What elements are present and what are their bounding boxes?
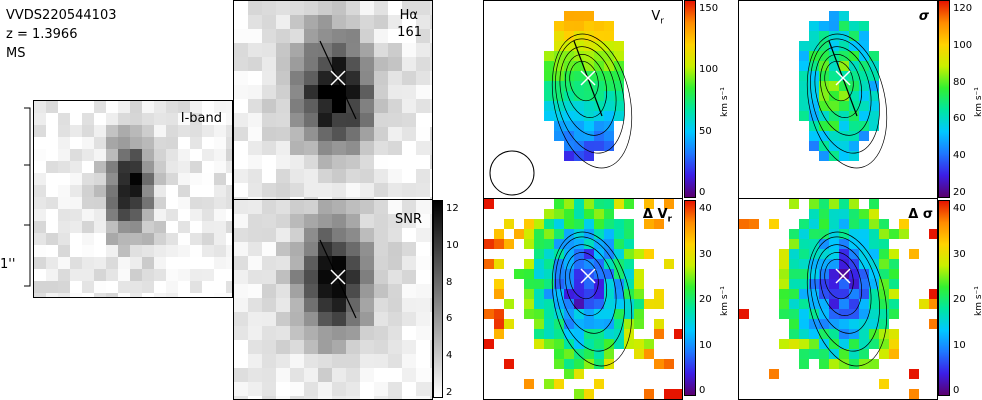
sigma-label: σ bbox=[918, 9, 929, 24]
halpha-image bbox=[234, 1, 432, 199]
snr-major-axis bbox=[319, 239, 357, 319]
dvr-colorbar-tick: 40 bbox=[699, 203, 712, 214]
redshift-label: z = 1.3966 bbox=[6, 27, 78, 42]
vr-label-main: V bbox=[651, 9, 661, 24]
dsigma-panel: Δ σ bbox=[738, 198, 938, 400]
vr-colorbar-tick: 50 bbox=[699, 125, 712, 137]
halpha-label: Hα bbox=[399, 8, 418, 23]
iband-image bbox=[34, 101, 232, 297]
snr-label: SNR bbox=[394, 212, 422, 227]
halpha-center-cross bbox=[330, 70, 346, 86]
dsigma-colorbar-unit: km s⁻¹ bbox=[974, 286, 982, 316]
dvr-colorbar bbox=[684, 200, 696, 396]
iband-label: I-band bbox=[180, 111, 222, 126]
dsigma-center-cross bbox=[835, 268, 851, 284]
sigma-panel: σ bbox=[738, 0, 938, 200]
vr-panel: Vr bbox=[483, 0, 683, 200]
dvr-colorbar-tick: 30 bbox=[699, 248, 712, 260]
vr-colorbar-unit: km s⁻¹ bbox=[720, 87, 730, 117]
snr-colorbar-tick: 8 bbox=[446, 276, 453, 288]
snr-colorbar bbox=[433, 200, 443, 398]
dvr-label-sub: r bbox=[667, 214, 672, 225]
sigma-colorbar-tick: 100 bbox=[953, 39, 973, 51]
snr-center-cross bbox=[330, 269, 346, 285]
dvr-center-cross bbox=[580, 268, 596, 284]
dsigma-colorbar-tick: 20 bbox=[953, 294, 966, 305]
vr-colorbar-tick: 100 bbox=[699, 64, 719, 76]
sigma-colorbar-tick: 20 bbox=[953, 187, 966, 198]
object-id: VVDS220544103 bbox=[6, 8, 117, 23]
snr-panel: SNR bbox=[233, 199, 433, 400]
snr-image bbox=[234, 200, 432, 399]
dvr-colorbar-tick: 20 bbox=[699, 294, 712, 305]
dvr-map bbox=[484, 199, 682, 399]
iband-panel: I-band bbox=[33, 100, 233, 298]
sigma-contours bbox=[806, 33, 888, 169]
vr-label-sub: r bbox=[660, 16, 664, 27]
dsigma-map bbox=[739, 199, 937, 399]
snr-colorbar-tick: 4 bbox=[446, 350, 453, 362]
dsigma-contours bbox=[806, 231, 888, 367]
dvr-colorbar-tick: 0 bbox=[699, 385, 706, 396]
vr-label: Vr bbox=[651, 9, 664, 30]
dsigma-colorbar-tick: 40 bbox=[953, 203, 966, 214]
sigma-colorbar-tick: 40 bbox=[953, 150, 966, 162]
dsigma-colorbar-tick: 0 bbox=[953, 385, 960, 396]
halpha-panel: Hα 161 bbox=[233, 0, 433, 200]
dvr-contours bbox=[551, 231, 633, 367]
vr-colorbar-tick: 150 bbox=[699, 3, 719, 14]
dvr-label-main: Δ V bbox=[642, 207, 668, 222]
psf-beam-circle bbox=[489, 150, 535, 196]
scale-bar-label: 1'' bbox=[0, 257, 16, 272]
scale-bracket bbox=[24, 107, 31, 287]
vr-center-cross bbox=[580, 70, 596, 86]
snr-colorbar-tick: 6 bbox=[446, 313, 453, 325]
dsigma-colorbar-tick: 30 bbox=[953, 248, 966, 260]
halpha-major-axis bbox=[319, 40, 357, 120]
sigma-colorbar-tick: 60 bbox=[953, 113, 966, 125]
dvr-colorbar-unit: km s⁻¹ bbox=[720, 286, 730, 316]
sigma-colorbar-unit: km s⁻¹ bbox=[974, 87, 982, 117]
snr-colorbar-tick: 10 bbox=[446, 239, 459, 251]
halpha-flux-value: 161 bbox=[397, 25, 422, 40]
vr-colorbar bbox=[684, 0, 696, 198]
snr-colorbar-tick: 2 bbox=[446, 387, 453, 398]
vr-colorbar-tick: 0 bbox=[699, 187, 706, 198]
snr-colorbar-tick: 12 bbox=[446, 203, 459, 214]
sigma-colorbar-tick: 80 bbox=[953, 76, 966, 88]
dsigma-colorbar-tick: 10 bbox=[953, 339, 966, 351]
sigma-colorbar bbox=[938, 0, 950, 198]
sigma-colorbar-tick: 120 bbox=[953, 3, 973, 14]
dsigma-colorbar bbox=[938, 200, 950, 396]
vr-map bbox=[489, 11, 633, 196]
dvr-label: Δ Vr bbox=[643, 207, 672, 228]
sigma-map bbox=[799, 11, 888, 169]
dsigma-label: Δ σ bbox=[908, 207, 933, 222]
dvr-colorbar-tick: 10 bbox=[699, 339, 712, 351]
dvr-panel: Δ Vr bbox=[483, 198, 683, 400]
object-class: MS bbox=[6, 46, 26, 61]
sigma-center-cross bbox=[835, 70, 851, 86]
